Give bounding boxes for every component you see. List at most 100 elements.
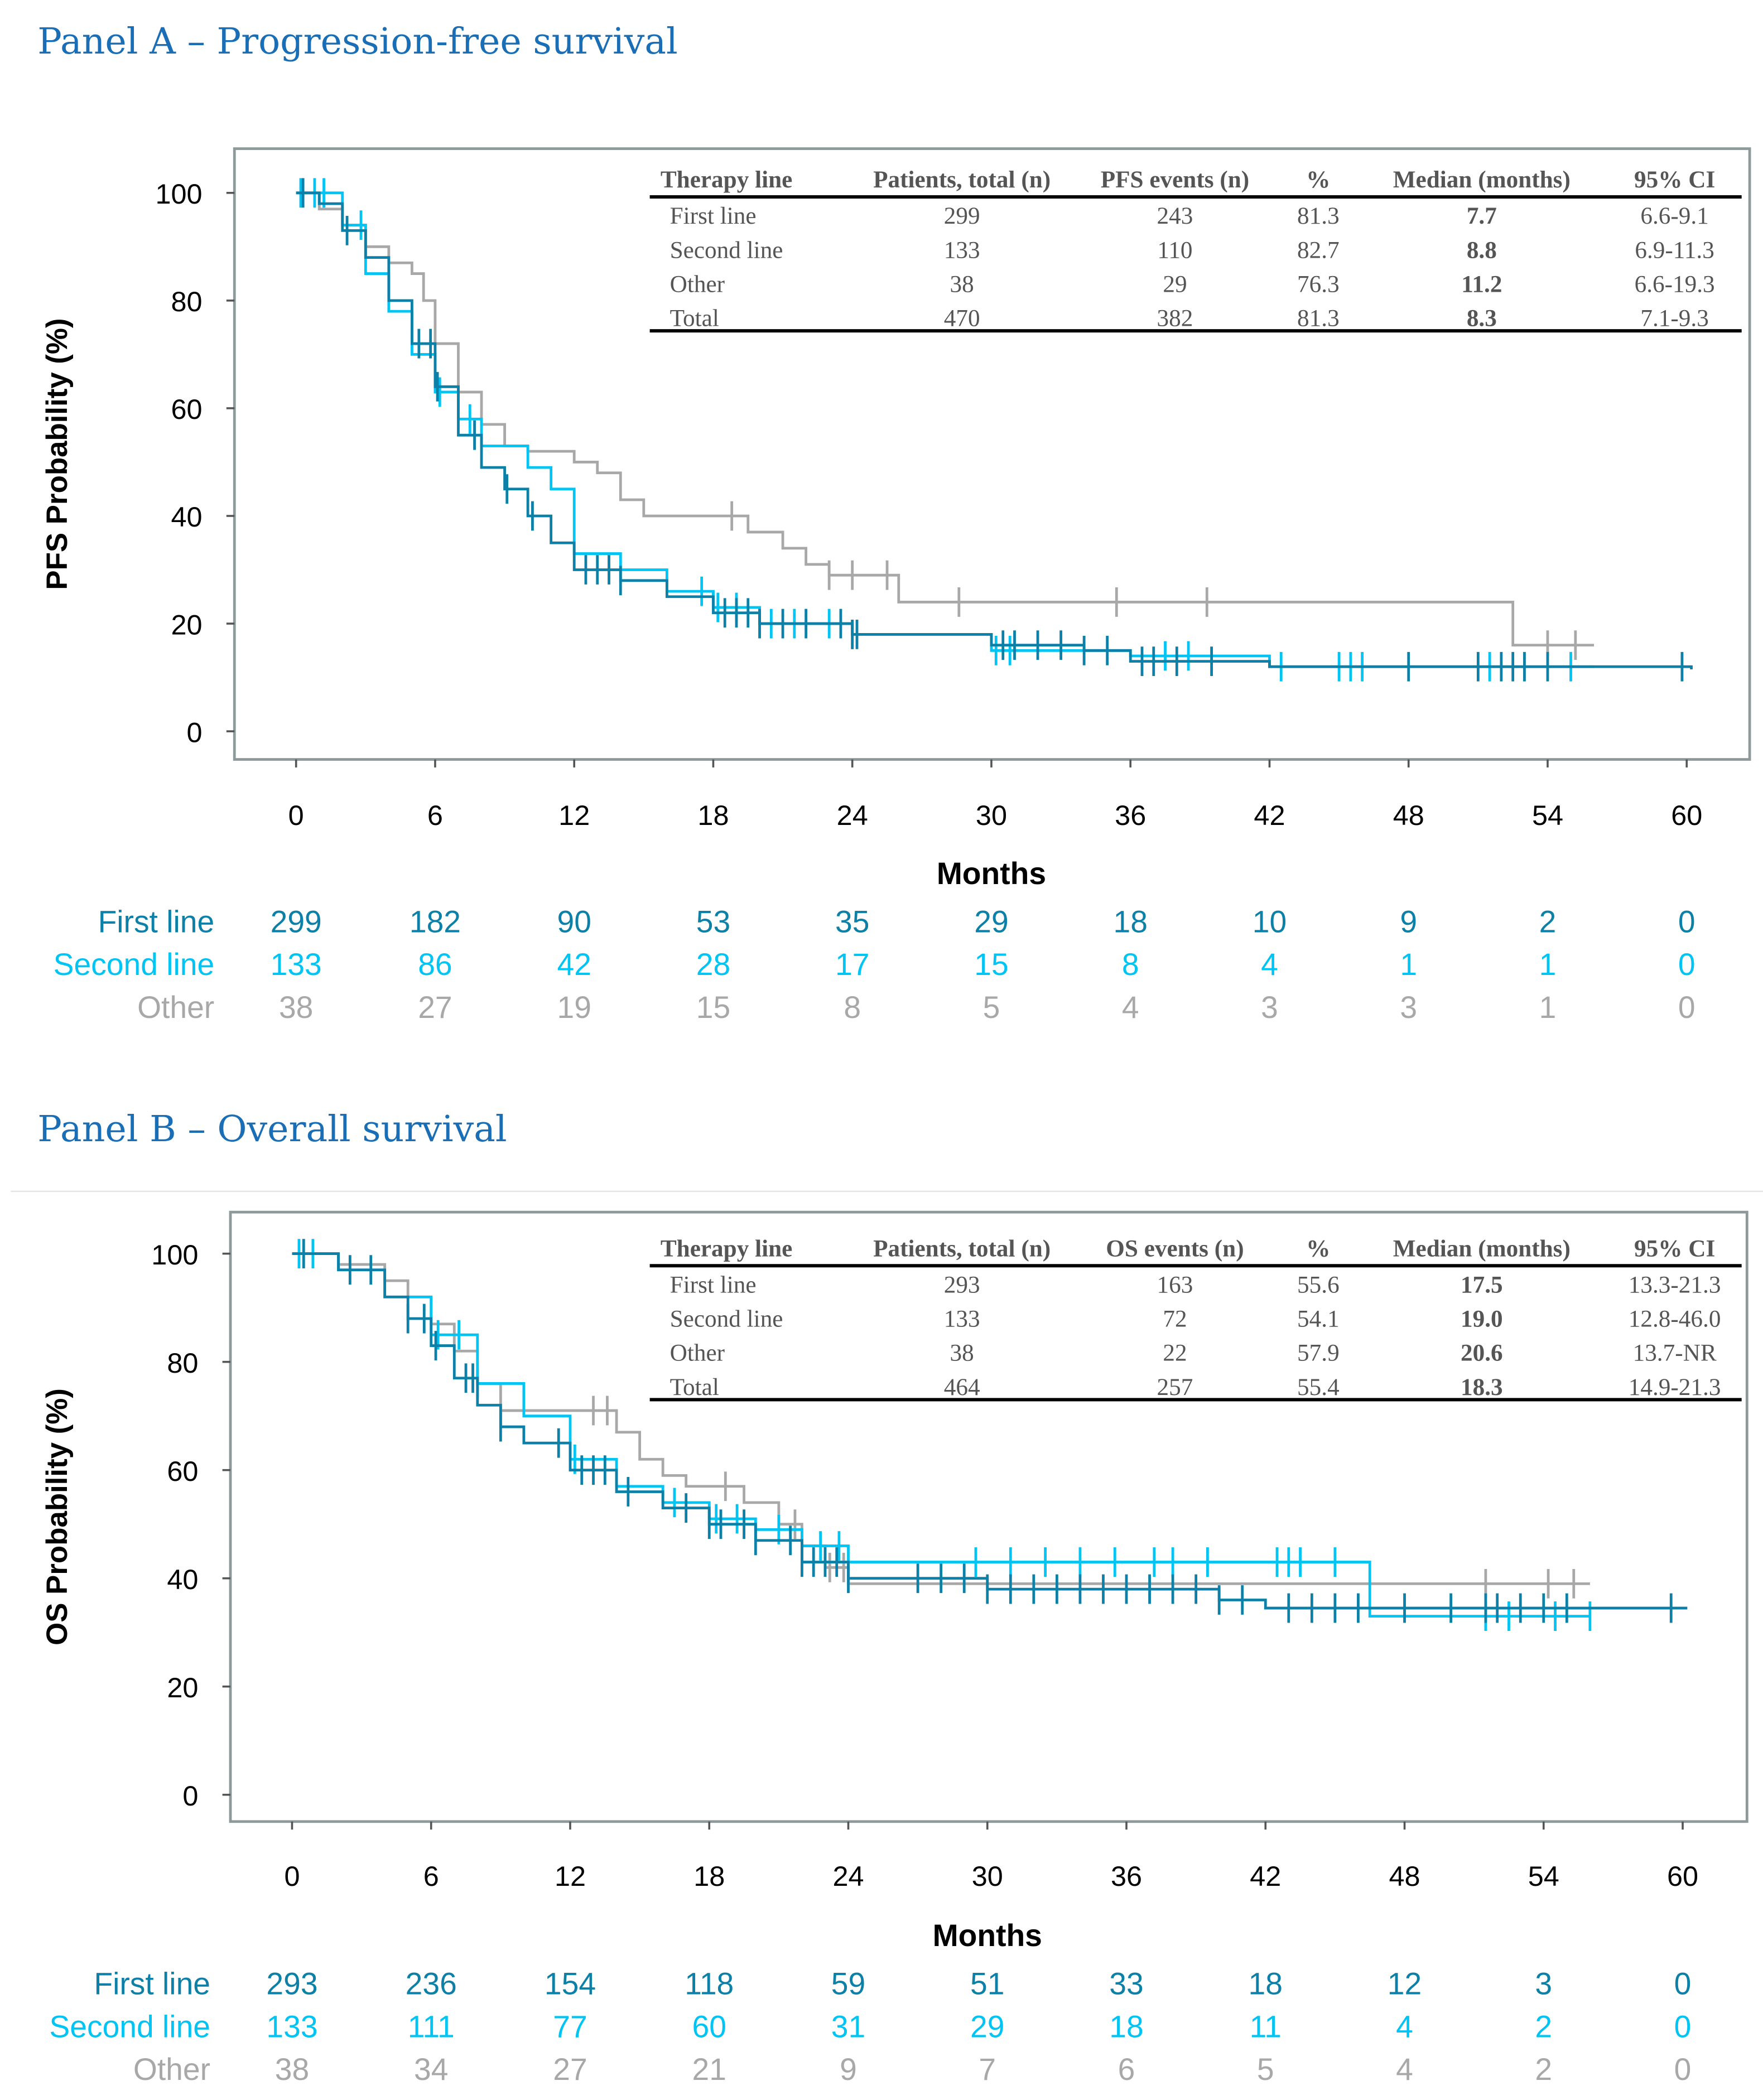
os-table-header: OS events (n) <box>1106 1235 1244 1262</box>
pfs-risk-count: 9 <box>1400 904 1417 939</box>
pfs-x-tick-label: 60 <box>1671 799 1702 831</box>
pfs-table-cell: 299 <box>944 202 980 229</box>
os-table-cell: 19.0 <box>1461 1305 1503 1332</box>
os-curve-second-line <box>292 1252 1590 1618</box>
pfs-table-cell: 82.7 <box>1297 236 1340 263</box>
pfs-table-cell: 6.9-11.3 <box>1635 236 1714 263</box>
os-y-axis-label: OS Probability (%) <box>41 1388 74 1645</box>
os-x-tick-label: 48 <box>1389 1860 1420 1892</box>
pfs-table-cell: 470 <box>944 305 980 332</box>
os-risk-count: 7 <box>979 2052 996 2087</box>
pfs-risk-count: 1 <box>1539 990 1557 1025</box>
pfs-y-tick-label: 20 <box>171 609 203 640</box>
os-table-cell: 12.8-46.0 <box>1629 1305 1721 1332</box>
pfs-table-cell: Second line <box>670 236 783 263</box>
os-table-cell: 257 <box>1157 1374 1193 1401</box>
pfs-table-header: PFS events (n) <box>1101 166 1250 193</box>
os-risk-count: 0 <box>1674 2052 1692 2087</box>
pfs-risk-count: 10 <box>1253 904 1287 939</box>
pfs-table-cell: 382 <box>1157 305 1193 332</box>
os-x-tick-label: 54 <box>1528 1860 1559 1892</box>
os-risk-count: 59 <box>831 1967 865 2001</box>
pfs-risk-count: 0 <box>1678 947 1695 982</box>
pfs-x-tick-label: 48 <box>1393 799 1424 831</box>
pfs-risk-count: 35 <box>835 904 869 939</box>
pfs-risk-count: 2 <box>1539 904 1557 939</box>
pfs-risk-count: 19 <box>557 990 591 1025</box>
os-risk-count: 293 <box>266 1967 317 2001</box>
os-risk-count: 51 <box>970 1967 1004 2001</box>
pfs-risk-count: 133 <box>271 947 322 982</box>
pfs-risk-count: 29 <box>974 904 1008 939</box>
os-table-header: Patients, total (n) <box>873 1235 1051 1262</box>
os-risk-count: 34 <box>414 2052 448 2087</box>
pfs-risk-count: 42 <box>557 947 591 982</box>
os-risk-label: Other <box>133 2052 210 2087</box>
os-risk-count: 29 <box>970 2009 1004 2044</box>
pfs-x-axis-label: Months <box>937 856 1046 891</box>
pfs-risk-count: 27 <box>418 990 452 1025</box>
pfs-y-tick-label: 40 <box>171 501 203 533</box>
os-x-tick-label: 30 <box>972 1860 1003 1892</box>
pfs-risk-label: Other <box>137 990 214 1025</box>
pfs-y-tick-label: 100 <box>155 178 202 210</box>
os-x-tick-label: 12 <box>555 1860 586 1892</box>
os-risk-count: 4 <box>1396 2009 1413 2044</box>
pfs-risk-count: 8 <box>844 990 861 1025</box>
pfs-y-tick-label: 80 <box>171 286 203 317</box>
pfs-table-header: Therapy line <box>661 166 793 193</box>
os-risk-count: 18 <box>1249 1967 1283 2001</box>
os-table-cell: 18.3 <box>1461 1374 1503 1401</box>
pfs-risk-count: 86 <box>418 947 452 982</box>
os-curve-other <box>292 1252 1590 1585</box>
os-risk-count: 0 <box>1674 2009 1692 2044</box>
pfs-table-cell: 11.2 <box>1461 271 1502 297</box>
pfs-table-cell: 243 <box>1157 202 1193 229</box>
os-table-header: % <box>1306 1235 1330 1262</box>
panel-divider <box>11 1190 1763 1193</box>
pfs-risk-label: Second line <box>54 947 215 982</box>
os-x-tick-label: 18 <box>693 1860 725 1892</box>
os-x-axis-label: Months <box>933 1918 1042 1953</box>
pfs-table-cell: 7.7 <box>1467 202 1497 229</box>
os-table-header: Therapy line <box>661 1235 793 1262</box>
pfs-table-header: % <box>1306 166 1330 193</box>
os-table-cell: Total <box>670 1374 719 1401</box>
os-risk-count: 5 <box>1257 2052 1274 2087</box>
pfs-risk-label: First line <box>98 904 215 939</box>
os-risk-count: 118 <box>685 1967 734 2001</box>
os-risk-count: 111 <box>408 2009 455 2044</box>
pfs-x-tick-label: 12 <box>558 799 590 831</box>
pfs-table-cell: 81.3 <box>1297 202 1340 229</box>
pfs-table-header: 95% CI <box>1634 166 1715 193</box>
os-table-cell: 293 <box>944 1271 980 1298</box>
os-y-tick-label: 100 <box>151 1239 198 1271</box>
os-risk-count: 3 <box>1535 1967 1552 2001</box>
pfs-risk-count: 53 <box>696 904 730 939</box>
pfs-table-cell: 6.6-9.1 <box>1640 202 1708 229</box>
os-table-cell: 55.4 <box>1297 1374 1340 1401</box>
pfs-risk-count: 4 <box>1261 947 1278 982</box>
pfs-table-header: Median (months) <box>1393 166 1571 193</box>
os-x-tick-label: 24 <box>832 1860 864 1892</box>
pfs-risk-count: 182 <box>410 904 461 939</box>
os-risk-count: 4 <box>1396 2052 1413 2087</box>
os-table-cell: 13.7-NR <box>1633 1340 1717 1367</box>
os-table-cell: 55.6 <box>1297 1271 1340 1298</box>
os-risk-count: 33 <box>1109 1967 1143 2001</box>
pfs-curve-first-line <box>296 191 1693 670</box>
os-risk-count: 2 <box>1535 2052 1552 2087</box>
os-x-tick-label: 42 <box>1250 1860 1281 1892</box>
os-table-cell: 14.9-21.3 <box>1629 1374 1721 1401</box>
pfs-risk-count: 0 <box>1678 990 1695 1025</box>
pfs-table-cell: 81.3 <box>1297 305 1340 332</box>
pfs-risk-count: 3 <box>1400 990 1417 1025</box>
pfs-curve-second-line <box>296 191 1595 668</box>
pfs-risk-count: 1 <box>1539 947 1557 982</box>
os-x-tick-label: 6 <box>423 1860 439 1892</box>
os-risk-count: 27 <box>553 2052 587 2087</box>
os-table-cell: 20.6 <box>1461 1340 1503 1367</box>
os-y-tick-label: 20 <box>167 1672 198 1703</box>
